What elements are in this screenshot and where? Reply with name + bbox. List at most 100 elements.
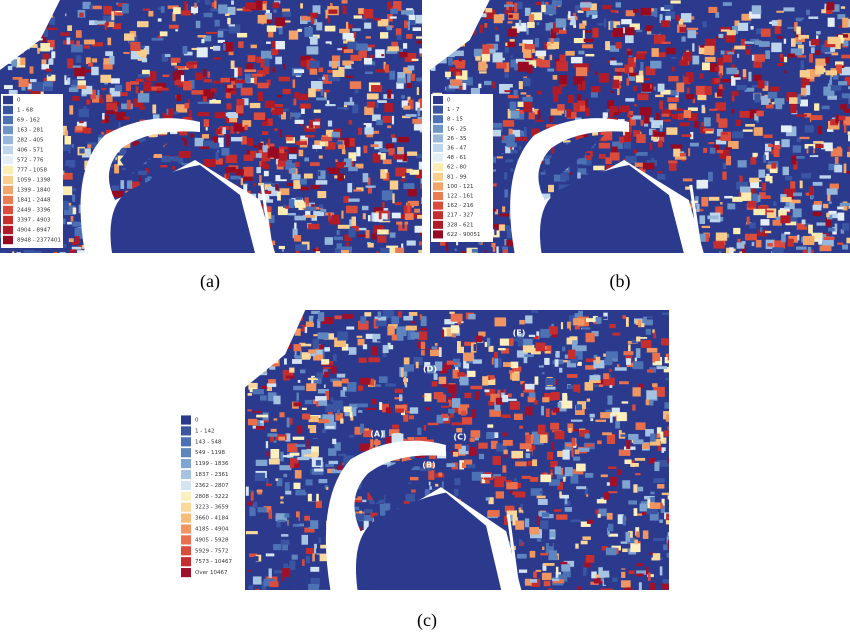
parcel [494, 358, 499, 368]
parcel [414, 225, 422, 233]
parcel [63, 205, 76, 216]
parcel [327, 120, 333, 127]
parcel [625, 531, 631, 542]
parcel [757, 80, 765, 89]
parcel [502, 465, 507, 473]
parcel [228, 51, 234, 56]
parcel [589, 375, 601, 382]
parcel [266, 41, 271, 44]
parcel [450, 313, 463, 322]
parcel [382, 345, 389, 354]
parcel [722, 171, 727, 180]
parcel [425, 462, 434, 469]
parcel [459, 404, 470, 408]
parcel [226, 103, 232, 110]
parcel [482, 44, 494, 54]
parcel [380, 153, 386, 160]
parcel [319, 551, 331, 562]
parcel [660, 89, 671, 95]
parcel [582, 567, 587, 576]
parcel [659, 519, 663, 523]
parcel [311, 215, 318, 221]
parcel [137, 52, 147, 61]
parcel [273, 544, 282, 551]
parcel [428, 469, 435, 480]
parcel [835, 114, 839, 124]
parcel [601, 316, 608, 320]
parcel [575, 135, 584, 142]
parcel [331, 469, 343, 474]
parcel [304, 157, 310, 162]
parcel [74, 236, 80, 244]
parcel [404, 52, 417, 62]
parcel [225, 166, 236, 173]
parcel [410, 456, 415, 459]
parcel [609, 45, 620, 52]
parcel [485, 8, 493, 13]
parcel [285, 566, 294, 570]
parcel [764, 230, 772, 234]
parcel [784, 188, 796, 197]
parcel [336, 243, 343, 249]
parcel [266, 25, 277, 32]
parcel [273, 440, 277, 443]
parcel [568, 94, 574, 104]
parcel [646, 390, 657, 400]
parcel [12, 251, 15, 253]
parcel [454, 478, 461, 486]
parcel [389, 16, 397, 19]
parcel [334, 337, 347, 347]
parcel [514, 477, 517, 481]
parcel [609, 323, 616, 329]
parcel [289, 452, 300, 456]
parcel [76, 121, 87, 130]
parcel [89, 4, 93, 10]
parcel [391, 41, 399, 47]
parcel [456, 239, 460, 246]
parcel [326, 167, 330, 171]
parcel [612, 332, 621, 336]
parcel [525, 432, 530, 436]
parcel [812, 204, 822, 211]
parcel [300, 55, 312, 65]
parcel [577, 361, 582, 366]
parcel [247, 393, 252, 396]
parcel [554, 430, 565, 440]
parcel [507, 21, 513, 24]
parcel [821, 44, 833, 53]
legend-swatch [181, 513, 191, 523]
parcel [249, 506, 256, 517]
parcel [253, 501, 258, 509]
parcel [137, 93, 150, 103]
parcel [763, 154, 767, 163]
parcel [668, 163, 677, 171]
parcel [484, 9, 497, 20]
parcel [780, 53, 783, 58]
parcel [322, 74, 333, 84]
parcel [624, 459, 632, 465]
parcel [533, 438, 544, 445]
parcel [509, 373, 513, 380]
parcel [510, 168, 514, 172]
parcel [564, 495, 568, 505]
parcel [288, 198, 295, 209]
parcel [356, 403, 368, 408]
parcel [206, 31, 218, 34]
parcel [114, 164, 120, 174]
parcel [305, 548, 314, 555]
parcel [427, 365, 437, 374]
parcel [626, 439, 631, 450]
parcel [263, 506, 272, 513]
parcel [551, 578, 560, 582]
parcel [792, 145, 802, 153]
parcel [609, 368, 612, 373]
parcel [687, 107, 698, 111]
parcel [678, 18, 684, 25]
parcel [301, 16, 311, 21]
parcel [333, 354, 337, 362]
parcel [560, 322, 564, 330]
parcel [667, 354, 669, 361]
parcel [760, 28, 771, 37]
parcel [413, 356, 423, 366]
parcel [374, 316, 387, 323]
